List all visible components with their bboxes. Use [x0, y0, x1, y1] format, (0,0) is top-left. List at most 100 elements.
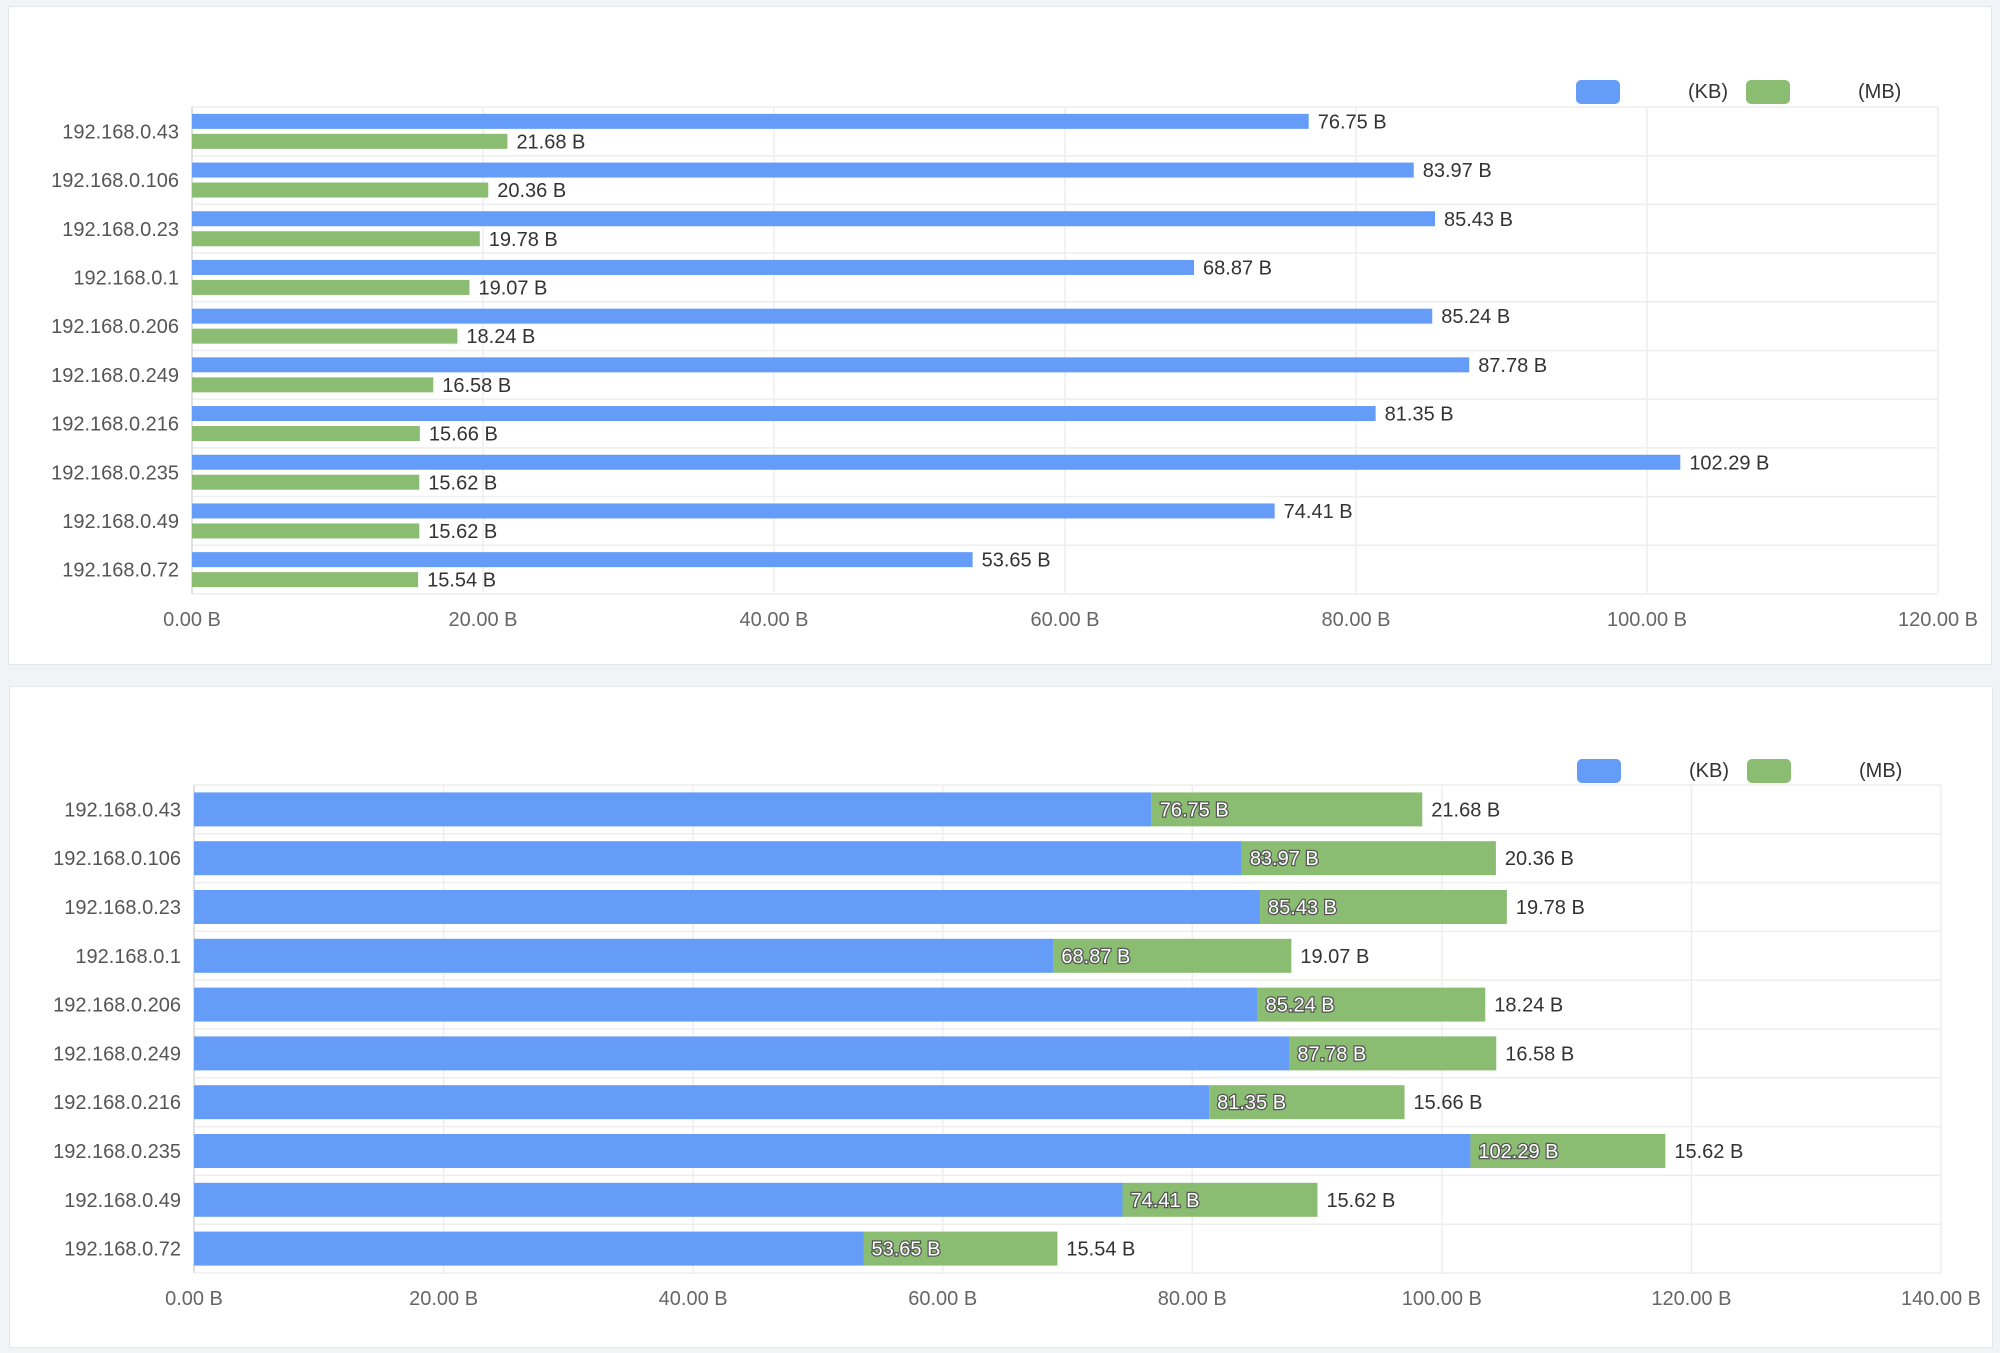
bar-mb: [192, 279, 470, 295]
bar-label-kb: 74.41 B: [1284, 501, 1353, 523]
bar-label-kb: 85.43 B: [1268, 897, 1337, 919]
bar-label-kb: 102.29 B: [1689, 452, 1769, 474]
bar-label-mb: 15.62 B: [1326, 1190, 1395, 1212]
bar-label-kb: 83.97 B: [1423, 160, 1492, 182]
bar-mb: [1257, 987, 1486, 1022]
x-tick-label: 60.00 B: [908, 1288, 977, 1310]
legend-label-kb[interactable]: (KB): [1689, 759, 1729, 782]
bar-label-mb: 15.54 B: [427, 570, 496, 592]
y-tick-label: 192.168.0.43: [64, 799, 181, 821]
bar-mb: [1053, 938, 1292, 973]
bar-label-mb: 15.62 B: [1674, 1141, 1743, 1163]
bar-kb: [194, 1085, 1210, 1120]
bar-label-mb: 19.07 B: [1300, 946, 1369, 968]
stacked-bar-chart-panel: (KB) (MB) 0.00 B 20.00 B 40.00 B 60.00 B 80.…: [9, 686, 1993, 1348]
bar-kb: [192, 454, 1681, 470]
bar-label-mb: 19.78 B: [1516, 897, 1585, 919]
y-tick-label: 192.168.0.23: [64, 897, 181, 919]
y-tick-label: 192.168.0.235: [53, 1141, 181, 1163]
bar-label-mb: 19.07 B: [478, 277, 547, 299]
bar-label-kb: 76.75 B: [1318, 111, 1387, 133]
bar-mb: [192, 523, 420, 539]
bar-mb: [192, 474, 420, 490]
legend-swatch-kb[interactable]: [1576, 80, 1620, 104]
x-tick-label: 40.00 B: [659, 1288, 728, 1310]
bar-mb: [192, 377, 434, 393]
legend-swatch-mb[interactable]: [1746, 80, 1790, 104]
bar-kb: [192, 259, 1195, 275]
legend-label-mb[interactable]: (MB): [1858, 80, 1902, 103]
bar-label-mb: 19.78 B: [489, 229, 558, 251]
y-tick-label: 192.168.0.216: [51, 414, 179, 436]
bar-kb: [192, 113, 1309, 129]
bar-kb: [194, 841, 1242, 876]
y-tick-label: 192.168.0.49: [62, 511, 179, 533]
bar-kb: [194, 987, 1258, 1022]
bar-label-kb: 68.87 B: [1061, 946, 1130, 968]
bar-label-kb: 53.65 B: [982, 550, 1051, 572]
bar-mb: [1122, 1182, 1318, 1217]
bar-mb: [192, 182, 489, 198]
bar-kb: [192, 406, 1376, 422]
bar-label-mb: 18.24 B: [466, 326, 535, 348]
y-tick-label: 192.168.0.206: [51, 316, 179, 338]
bar-label-mb: 20.36 B: [1505, 848, 1574, 870]
bar-label-kb: 85.24 B: [1266, 995, 1335, 1017]
bar-kb: [192, 552, 973, 568]
bar-label-kb: 102.29 B: [1478, 1141, 1558, 1163]
legend-swatch-kb[interactable]: [1577, 759, 1621, 783]
x-tick-label: 100.00 B: [1607, 609, 1687, 631]
bar-mb: [192, 328, 458, 344]
bar-kb: [194, 1036, 1290, 1071]
x-tick-label: 40.00 B: [740, 609, 809, 631]
legend-label-mb[interactable]: (MB): [1859, 759, 1903, 782]
y-tick-label: 192.168.0.106: [51, 170, 179, 192]
bar-kb: [192, 162, 1414, 178]
bar-label-kb: 87.78 B: [1297, 1043, 1366, 1065]
y-tick-label: 192.168.0.216: [53, 1092, 181, 1114]
legend-swatch-mb[interactable]: [1747, 759, 1791, 783]
bar-label-kb: 74.41 B: [1131, 1190, 1200, 1212]
bar-label-kb: 85.43 B: [1444, 209, 1513, 231]
x-tick-label: 20.00 B: [409, 1288, 478, 1310]
bar-mb: [1260, 890, 1507, 924]
bar-label-kb: 83.97 B: [1250, 848, 1319, 870]
bar-label-kb: 53.65 B: [871, 1239, 940, 1261]
bar-mb: [192, 231, 480, 247]
bar-label-mb: 16.58 B: [442, 375, 511, 397]
bar-label-kb: 68.87 B: [1203, 257, 1272, 279]
bar-label-mb: 16.58 B: [1505, 1043, 1574, 1065]
legend: (KB) (MB): [1576, 80, 1919, 104]
bar-label-kb: 81.35 B: [1385, 404, 1454, 426]
y-tick-label: 192.168.0.106: [53, 848, 181, 870]
bar-kb: [192, 357, 1470, 373]
bar-kb: [192, 308, 1433, 324]
bar-label-mb: 15.66 B: [1414, 1092, 1483, 1114]
legend-label-kb[interactable]: (KB): [1688, 80, 1728, 103]
bar-label-mb: 15.62 B: [428, 472, 497, 494]
chart-svg-stacked: 0.00 B 20.00 B 40.00 B 60.00 B 80.00 B 100.00…: [53, 784, 1981, 1310]
x-tick-label: 80.00 B: [1158, 1288, 1227, 1310]
bar-label-mb: 20.36 B: [497, 180, 566, 202]
bar-label-mb: 15.62 B: [428, 521, 497, 543]
x-tick-label: 120.00 B: [1898, 609, 1978, 631]
x-tick-label: 80.00 B: [1322, 609, 1391, 631]
y-tick-label: 192.168.0.249: [51, 365, 179, 387]
x-tick-label: 120.00 B: [1651, 1288, 1731, 1310]
y-tick-label: 192.168.0.43: [62, 121, 179, 143]
chart-svg-grouped: 0.00 B 20.00 B 40.00 B 60.00 B 80.00 B 100.00…: [51, 106, 1978, 631]
bar-mb: [1470, 1134, 1666, 1168]
x-tick-label: 100.00 B: [1402, 1288, 1482, 1310]
bar-mb: [192, 133, 508, 149]
y-tick-label: 192.168.0.72: [64, 1239, 181, 1261]
bar-kb: [192, 211, 1436, 227]
y-tick-label: 192.168.0.49: [64, 1190, 181, 1212]
bar-label-mb: 21.68 B: [516, 131, 585, 153]
bar-kb: [194, 792, 1152, 827]
y-tick-label: 192.168.0.1: [75, 946, 181, 968]
x-tick-label: 20.00 B: [449, 609, 518, 631]
bar-mb: [1209, 1085, 1405, 1120]
x-tick-label: 0.00 B: [165, 1288, 223, 1310]
x-tick-label: 0.00 B: [163, 609, 221, 631]
bar-label-kb: 76.75 B: [1160, 799, 1229, 821]
